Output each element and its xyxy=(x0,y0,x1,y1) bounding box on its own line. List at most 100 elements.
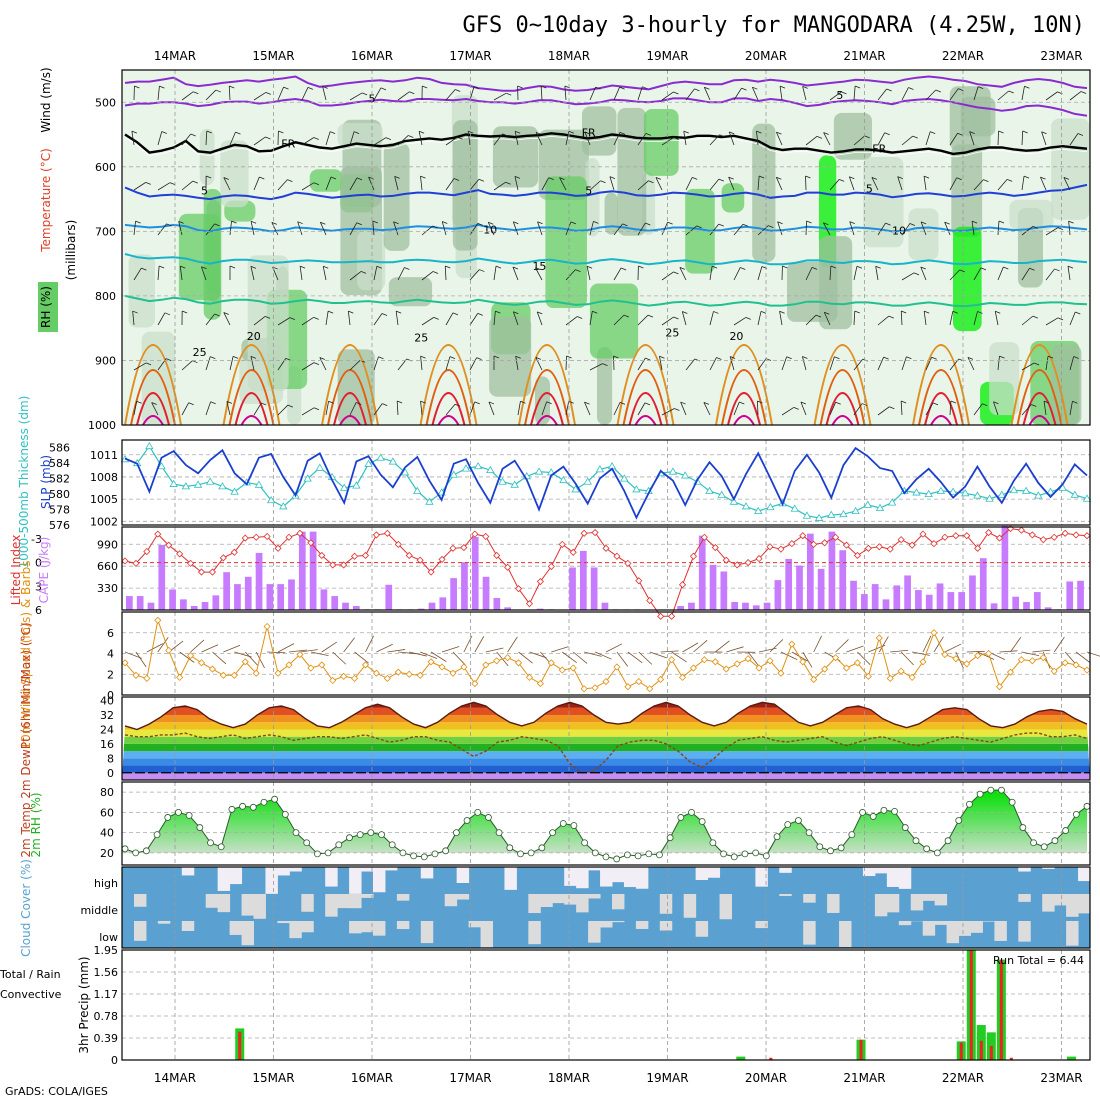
wind-barb-flag xyxy=(205,175,212,179)
run-total-label: Run Total = 6.44 xyxy=(993,954,1084,967)
wind-barb-flag xyxy=(502,133,508,137)
thickness-point xyxy=(498,477,507,485)
cape-bar xyxy=(417,608,425,610)
wind-barb-flag xyxy=(206,130,212,134)
cloud-cell xyxy=(588,921,601,943)
precip-panel: 0 0.39 0.78 1.17 1.56 1.95 Run Total = 6.44 3hr… xyxy=(0,944,1091,1067)
cape-bar xyxy=(1066,581,1074,610)
wind-barb xyxy=(967,357,975,371)
wind-barb xyxy=(301,316,314,326)
pressure-tick: 700 xyxy=(95,225,116,238)
wind-barb xyxy=(299,266,303,281)
wind-speed-point xyxy=(624,683,632,691)
rh-point xyxy=(292,829,300,837)
rh-point xyxy=(827,847,834,855)
rh-point xyxy=(933,849,941,857)
pressure-tick: 800 xyxy=(95,290,116,303)
li-point xyxy=(930,540,938,548)
wind-barb xyxy=(319,222,327,236)
rh-cell xyxy=(721,183,745,213)
surface-barb xyxy=(572,651,588,664)
wind-barb xyxy=(1045,317,1059,326)
temp-band xyxy=(122,736,1090,744)
wind-barb-flag xyxy=(841,91,847,95)
wind-barb xyxy=(205,401,212,416)
wind-barb-flag xyxy=(1003,266,1009,270)
wind-barb-flag xyxy=(908,87,914,90)
li-point xyxy=(143,547,151,556)
wind-speed-point xyxy=(558,666,566,674)
temp-band xyxy=(122,758,1090,766)
wind-barb xyxy=(637,133,647,146)
rh-point xyxy=(570,822,578,829)
rh-point xyxy=(538,844,546,852)
rh-point xyxy=(859,808,866,816)
date-label-bottom: 22MAR xyxy=(942,1071,984,1085)
wind-barb xyxy=(1021,315,1034,326)
wind-barb-flag xyxy=(404,267,410,270)
rh-point xyxy=(602,853,610,861)
temp-tick: 16 xyxy=(100,738,114,751)
wind-speed-point xyxy=(187,652,195,660)
thickness-tick: 584 xyxy=(49,457,70,470)
thickness-tick: 578 xyxy=(49,504,70,517)
wind-barb-flag xyxy=(1006,179,1013,182)
cape-bar xyxy=(839,550,847,610)
wind-barb-flag xyxy=(834,356,840,360)
wind-barb xyxy=(421,271,434,281)
wind-barb-flag xyxy=(849,221,855,225)
wind-tick: 0 xyxy=(107,689,114,702)
cape-bar xyxy=(266,584,274,610)
wind-barb-flag xyxy=(609,176,616,179)
warm-contour xyxy=(419,344,478,426)
wind-barb-flag xyxy=(593,221,599,224)
wind-barb xyxy=(685,88,695,101)
wind-barb xyxy=(829,179,840,191)
cape-bar xyxy=(579,550,587,610)
wind-barb xyxy=(923,311,927,326)
surface-barb xyxy=(343,637,355,653)
wind-barb-flag xyxy=(537,221,543,225)
wind-barb-flag xyxy=(998,130,1004,134)
wind-barb xyxy=(493,181,506,191)
wind-barb xyxy=(613,267,622,281)
rh-point xyxy=(228,805,236,813)
surface-barb xyxy=(277,643,295,653)
li-point xyxy=(307,539,315,547)
top-date-axis: 14MAR 15MAR 16MAR 17MAR 18MAR 19MAR 20MAR 21MAR… xyxy=(154,49,1083,63)
wind-speed-point xyxy=(722,665,730,673)
wind-barb xyxy=(540,86,543,101)
precip-conv-bar xyxy=(859,1039,863,1060)
rh-legend-swatch xyxy=(38,282,58,332)
surface-barb xyxy=(124,651,142,659)
wind-barb xyxy=(613,87,620,101)
rh-point xyxy=(420,853,428,861)
cloud-cell xyxy=(420,867,434,879)
wind-barb xyxy=(973,311,978,326)
surface-barb xyxy=(878,636,889,653)
surface-barb xyxy=(1075,651,1091,664)
warm-contour xyxy=(425,369,472,426)
wind-barb xyxy=(733,267,741,281)
wind-10m-axis-label: 10m Wind Speed (m/s) & Barbs xyxy=(19,561,33,750)
wind-barb xyxy=(397,91,410,101)
wind-barb xyxy=(205,223,215,236)
cloud-cell xyxy=(241,921,254,946)
rh-point xyxy=(506,844,514,852)
wind-barb xyxy=(661,408,675,416)
wind-barb-flag xyxy=(520,400,526,404)
wind-barb-flag xyxy=(1029,267,1035,271)
wind-barb xyxy=(683,131,687,146)
rh-point xyxy=(281,810,289,818)
cloud-cell xyxy=(922,894,936,901)
wind-barb-flag xyxy=(756,130,762,134)
date-label-top: 19MAR xyxy=(646,49,688,63)
surface-barb xyxy=(780,651,798,660)
surface-barb xyxy=(1021,651,1040,656)
cloud-cell xyxy=(181,867,195,876)
wind-barb-flag xyxy=(952,310,958,314)
li-point xyxy=(613,552,621,560)
wind-barb-flag xyxy=(457,136,463,140)
li-point xyxy=(504,563,512,571)
temp-band xyxy=(122,765,1090,773)
